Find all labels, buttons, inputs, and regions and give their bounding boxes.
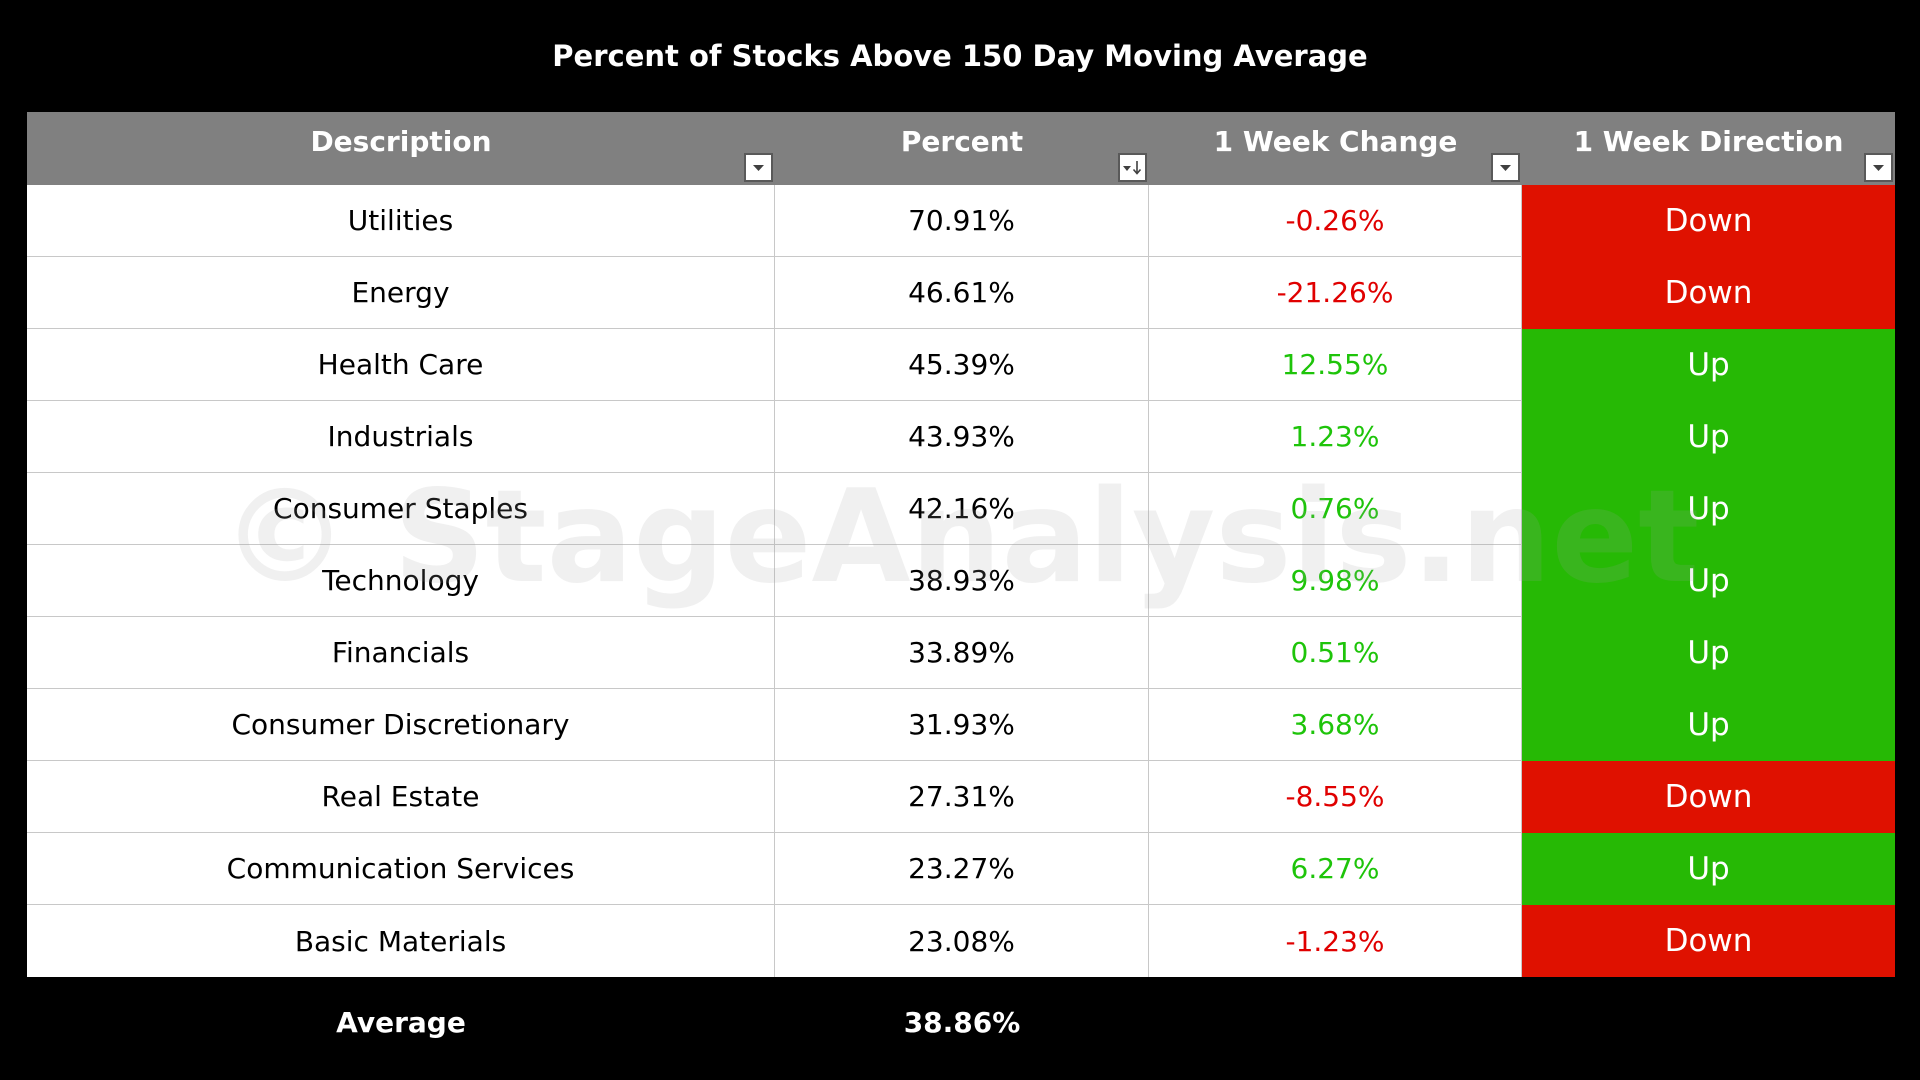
table-row: Financials 33.89% 0.51% Up — [27, 617, 1895, 689]
table-row: Basic Materials 23.08% -1.23% Down — [27, 905, 1895, 977]
table-row: Health Care 45.39% 12.55% Up — [27, 329, 1895, 401]
cell-change[interactable]: -21.26% — [1149, 257, 1522, 329]
cell-change[interactable]: -0.26% — [1149, 185, 1522, 257]
cell-description[interactable]: Communication Services — [27, 833, 775, 905]
column-header-label: Description — [310, 125, 492, 158]
cell-description[interactable]: Consumer Staples — [27, 473, 775, 545]
cell-percent[interactable]: 45.39% — [775, 329, 1149, 401]
cell-change[interactable]: -8.55% — [1149, 761, 1522, 833]
column-header-label: 1 Week Change — [1213, 125, 1458, 158]
dropdown-filter-icon[interactable] — [1864, 153, 1893, 182]
cell-percent[interactable]: 70.91% — [775, 185, 1149, 257]
cell-description[interactable]: Real Estate — [27, 761, 775, 833]
cell-percent[interactable]: 46.61% — [775, 257, 1149, 329]
cell-description[interactable]: Utilities — [27, 185, 775, 257]
average-row: Average 38.86% — [27, 990, 1895, 1054]
cell-description[interactable]: Financials — [27, 617, 775, 689]
table-body: Utilities 70.91% -0.26% Down Energy 46.61% -21… — [27, 185, 1895, 977]
cell-description[interactable]: Energy — [27, 257, 775, 329]
cell-direction[interactable]: Up — [1522, 689, 1895, 761]
cell-direction[interactable]: Up — [1522, 329, 1895, 401]
average-label: Average — [336, 1005, 466, 1039]
table-row: Energy 46.61% -21.26% Down — [27, 257, 1895, 329]
cell-description[interactable]: Health Care — [27, 329, 775, 401]
column-header-description[interactable]: Description — [27, 112, 775, 185]
cell-change[interactable]: 9.98% — [1149, 545, 1522, 617]
column-header-change[interactable]: 1 Week Change — [1149, 112, 1522, 185]
sort-descending-filter-icon[interactable] — [1118, 153, 1147, 182]
cell-percent[interactable]: 23.08% — [775, 905, 1149, 977]
cell-direction[interactable]: Up — [1522, 833, 1895, 905]
table-row: Consumer Staples 42.16% 0.76% Up — [27, 473, 1895, 545]
cell-direction[interactable]: Down — [1522, 761, 1895, 833]
cell-percent[interactable]: 42.16% — [775, 473, 1149, 545]
cell-direction[interactable]: Up — [1522, 473, 1895, 545]
table-row: Consumer Discretionary 31.93% 3.68% Up — [27, 689, 1895, 761]
cell-direction[interactable]: Up — [1522, 545, 1895, 617]
cell-direction[interactable]: Down — [1522, 185, 1895, 257]
average-percent: 38.86% — [903, 1005, 1021, 1039]
cell-percent[interactable]: 43.93% — [775, 401, 1149, 473]
table-header-row: Description Percent 1 Week Change 1 Week — [27, 112, 1895, 185]
cell-percent[interactable]: 38.93% — [775, 545, 1149, 617]
table-row: Utilities 70.91% -0.26% Down — [27, 185, 1895, 257]
data-table: Description Percent 1 Week Change 1 Week — [27, 112, 1895, 977]
dropdown-filter-icon[interactable] — [744, 153, 773, 182]
chart-title: Percent of Stocks Above 150 Day Moving A… — [552, 39, 1368, 73]
cell-change[interactable]: 1.23% — [1149, 401, 1522, 473]
table-row: Real Estate 27.31% -8.55% Down — [27, 761, 1895, 833]
cell-change[interactable]: 6.27% — [1149, 833, 1522, 905]
column-header-direction[interactable]: 1 Week Direction — [1522, 112, 1895, 185]
cell-change[interactable]: 12.55% — [1149, 329, 1522, 401]
cell-direction[interactable]: Up — [1522, 401, 1895, 473]
table-row: Communication Services 23.27% 6.27% Up — [27, 833, 1895, 905]
cell-description[interactable]: Technology — [27, 545, 775, 617]
cell-change[interactable]: -1.23% — [1149, 905, 1522, 977]
cell-description[interactable]: Basic Materials — [27, 905, 775, 977]
cell-percent[interactable]: 31.93% — [775, 689, 1149, 761]
cell-change[interactable]: 3.68% — [1149, 689, 1522, 761]
cell-change[interactable]: 0.51% — [1149, 617, 1522, 689]
column-header-percent[interactable]: Percent — [775, 112, 1149, 185]
cell-direction[interactable]: Down — [1522, 905, 1895, 977]
cell-percent[interactable]: 23.27% — [775, 833, 1149, 905]
column-header-label: Percent — [900, 125, 1024, 158]
dropdown-filter-icon[interactable] — [1491, 153, 1520, 182]
cell-percent[interactable]: 27.31% — [775, 761, 1149, 833]
cell-percent[interactable]: 33.89% — [775, 617, 1149, 689]
cell-description[interactable]: Consumer Discretionary — [27, 689, 775, 761]
cell-change[interactable]: 0.76% — [1149, 473, 1522, 545]
cell-direction[interactable]: Up — [1522, 617, 1895, 689]
cell-direction[interactable]: Down — [1522, 257, 1895, 329]
table-row: Industrials 43.93% 1.23% Up — [27, 401, 1895, 473]
column-header-label: 1 Week Direction — [1573, 125, 1844, 158]
table-row: Technology 38.93% 9.98% Up — [27, 545, 1895, 617]
cell-description[interactable]: Industrials — [27, 401, 775, 473]
